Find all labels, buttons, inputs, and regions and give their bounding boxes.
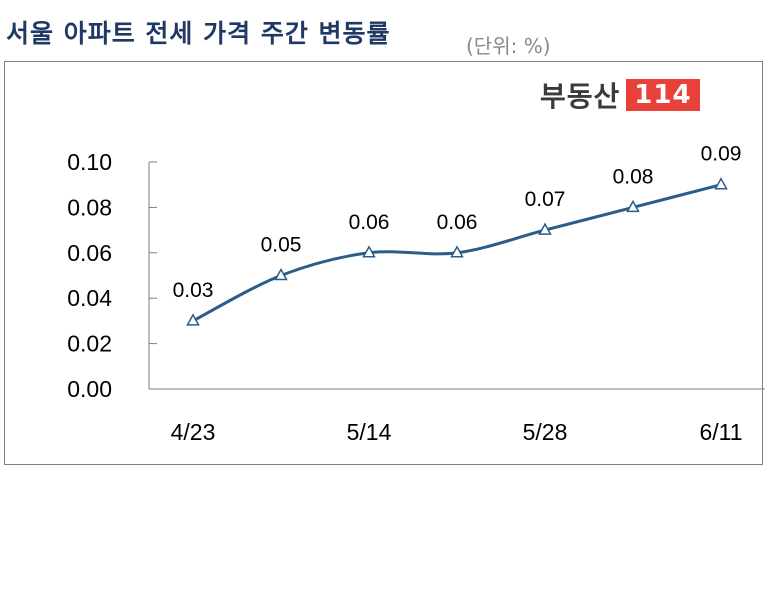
y-tick-label: 0.04: [67, 285, 112, 311]
data-label: 0.08: [613, 165, 654, 188]
data-label: 0.03: [173, 279, 214, 302]
x-tick-label: 6/11: [699, 419, 742, 445]
chart-axes: [148, 162, 765, 390]
y-tick-label: 0.00: [67, 376, 112, 402]
data-point-marker: [450, 245, 464, 258]
data-labels: 0.03 0.05 0.06 0.06 0.07 0.08 0.09: [173, 143, 742, 302]
y-tick-label: 0.02: [67, 331, 112, 357]
data-label: 0.06: [349, 211, 390, 234]
y-tick-label: 0.10: [67, 149, 112, 175]
data-point-marker: [274, 267, 288, 281]
chart-title: 서울 아파트 전세 가격 주간 변동률: [6, 19, 391, 48]
data-point-marker: [626, 199, 640, 213]
data-label: 0.07: [525, 188, 566, 211]
y-tick-labels: 0.10 0.08 0.06 0.04 0.02 0.00: [67, 149, 157, 402]
logo-text: 부동산: [540, 80, 621, 113]
brand-logo: 부동산 114: [540, 78, 700, 113]
data-point-marker: [362, 245, 376, 258]
x-tick-label: 5/28: [523, 419, 568, 445]
chart-frame: [4, 61, 763, 465]
x-tick-labels: 4/23 5/14 5/28 6/11: [171, 419, 743, 445]
data-label: 0.06: [437, 211, 478, 234]
x-tick-label: 4/23: [171, 419, 216, 445]
data-label: 0.05: [261, 234, 302, 257]
data-point-marker: [714, 177, 728, 190]
data-point-marker: [538, 222, 552, 235]
series-markers: [186, 177, 728, 326]
y-tick-label: 0.08: [67, 194, 112, 220]
data-point-marker: [186, 313, 200, 326]
y-tick-label: 0.06: [67, 240, 112, 266]
x-tick-label: 5/14: [347, 419, 392, 445]
data-label: 0.09: [701, 143, 742, 166]
logo-number: 114: [626, 79, 700, 111]
unit-label: (단위: %): [466, 34, 551, 58]
